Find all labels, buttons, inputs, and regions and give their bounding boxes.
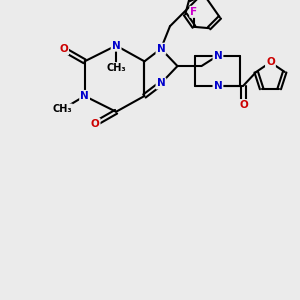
Text: N: N (112, 40, 121, 51)
Text: N: N (214, 51, 222, 61)
Text: O: O (59, 44, 68, 54)
Text: CH₃: CH₃ (52, 104, 72, 115)
Text: O: O (91, 119, 100, 129)
Text: N: N (214, 81, 222, 91)
Text: CH₃: CH₃ (106, 63, 126, 73)
Text: O: O (266, 57, 275, 67)
Text: N: N (157, 44, 165, 54)
Text: N: N (80, 91, 89, 101)
Text: N: N (157, 78, 165, 88)
Text: O: O (239, 100, 248, 110)
Text: F: F (190, 7, 197, 17)
